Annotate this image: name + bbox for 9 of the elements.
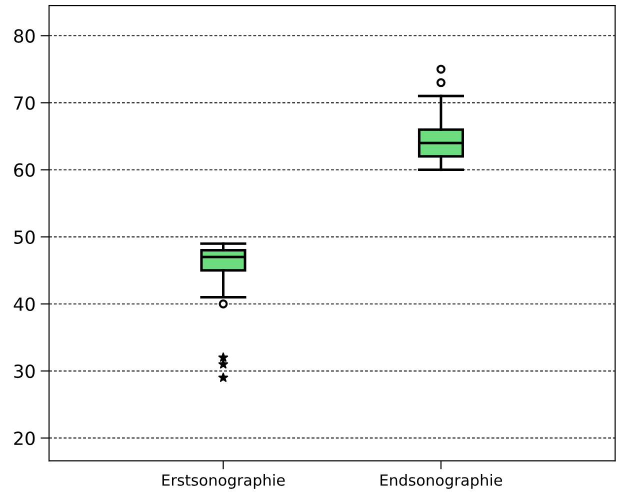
y-tick-label: 50 bbox=[14, 230, 35, 244]
y-tick-label: 80 bbox=[14, 29, 35, 43]
y-tick-label: 40 bbox=[14, 297, 35, 312]
x-tick-label: Endsonographie bbox=[380, 474, 502, 489]
y-tick-label: 20 bbox=[14, 431, 35, 446]
x-tick-label: Erstsonographie bbox=[162, 474, 285, 489]
y-tick-label: 60 bbox=[14, 163, 35, 177]
y-tick-label: 30 bbox=[14, 364, 35, 378]
y-tick-label: 70 bbox=[14, 96, 35, 110]
